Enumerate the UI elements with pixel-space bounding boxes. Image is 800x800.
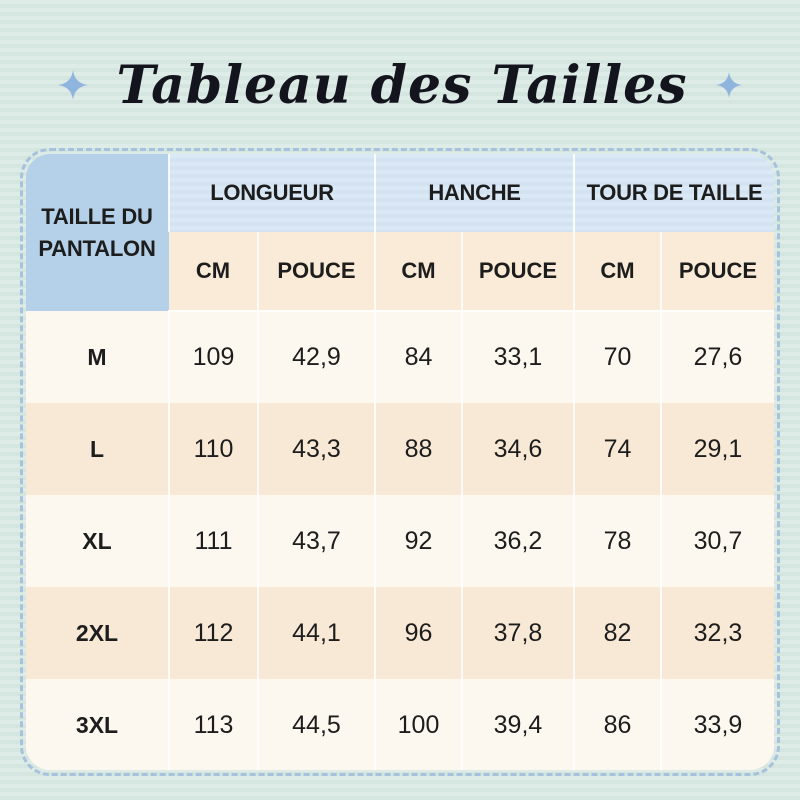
value-cell: 33,9 [660, 679, 774, 770]
size-label: L [89, 435, 105, 462]
value-cell: 37,8 [461, 587, 574, 679]
value-cell: 74 [573, 403, 661, 495]
unit-header-cm: CM [169, 232, 258, 312]
unit-header-cm: CM [573, 232, 661, 312]
value-cell: 43,7 [257, 495, 375, 587]
value-cell: 44,5 [257, 679, 375, 770]
value-cell: 86 [573, 679, 661, 770]
size-label: M [87, 343, 107, 370]
corner-header-line1: TAILLE DU [41, 203, 153, 229]
value-cell: 27,6 [660, 311, 774, 403]
sparkle-icon [58, 70, 89, 100]
value-cell: 36,2 [461, 495, 574, 587]
size-table-dashed-border: TAILLE DU PANTALON LONGUEUR HANCHE TOUR … [20, 148, 780, 776]
unit-header-cm: CM [374, 232, 462, 312]
size-label: 3XL [75, 711, 119, 738]
value-cell: 96 [374, 587, 462, 679]
value-cell: 113 [168, 679, 258, 770]
sparkle-icon [715, 72, 742, 98]
unit-header-pouce: POUCE [461, 232, 574, 312]
value-cell: 70 [573, 311, 661, 403]
size-table-container: TAILLE DU PANTALON LONGUEUR HANCHE TOUR … [26, 154, 774, 770]
value-cell: 112 [168, 587, 258, 679]
value-cell: 44,1 [257, 587, 375, 679]
size-chart-page: Tableau des Tailles TAILLE DU PANTALON [0, 0, 800, 776]
value-cell: 33,1 [461, 311, 574, 403]
size-table: TAILLE DU PANTALON LONGUEUR HANCHE TOUR … [26, 154, 774, 770]
value-cell: 110 [168, 403, 258, 495]
value-cell: 30,7 [660, 495, 774, 587]
value-cell: 29,1 [660, 403, 774, 495]
unit-header-pouce: POUCE [257, 232, 375, 312]
value-cell: 34,6 [461, 403, 574, 495]
size-label: 2XL [75, 619, 119, 646]
table-row-2xl: 2XL 112 44,1 96 37,8 82 32,3 [26, 587, 774, 679]
value-cell: 32,3 [660, 587, 774, 679]
value-cell: 92 [374, 495, 462, 587]
column-group-hanche: HANCHE [374, 154, 574, 232]
value-cell: 43,3 [257, 403, 375, 495]
value-cell: 82 [573, 587, 661, 679]
value-cell: 100 [374, 679, 462, 770]
value-cell: 78 [573, 495, 661, 587]
column-group-tour-de-taille: TOUR DE TAILLE [573, 154, 774, 232]
table-row-3xl: 3XL 113 44,5 100 39,4 86 33,9 [26, 679, 774, 770]
size-label: XL [82, 527, 112, 554]
corner-header-taille-du-pantalon: TAILLE DU PANTALON [26, 154, 169, 311]
title-row: Tableau des Tailles [0, 0, 800, 128]
page-title: Tableau des Tailles [116, 54, 688, 116]
value-cell: 111 [168, 495, 258, 587]
unit-header-pouce: POUCE [660, 232, 774, 312]
value-cell: 84 [374, 311, 462, 403]
table-row-l: L 110 43,3 88 34,6 74 29,1 [26, 403, 774, 495]
column-group-longueur: LONGUEUR [168, 154, 375, 232]
value-cell: 88 [374, 403, 462, 495]
value-cell: 39,4 [461, 679, 574, 770]
value-cell: 109 [168, 311, 258, 403]
value-cell: 42,9 [257, 311, 375, 403]
table-row-xl: XL 111 43,7 92 36,2 78 30,7 [26, 495, 774, 587]
table-row-m: M 109 42,9 84 33,1 70 27,6 [26, 311, 774, 403]
corner-header-line2: PANTALON [38, 235, 156, 261]
